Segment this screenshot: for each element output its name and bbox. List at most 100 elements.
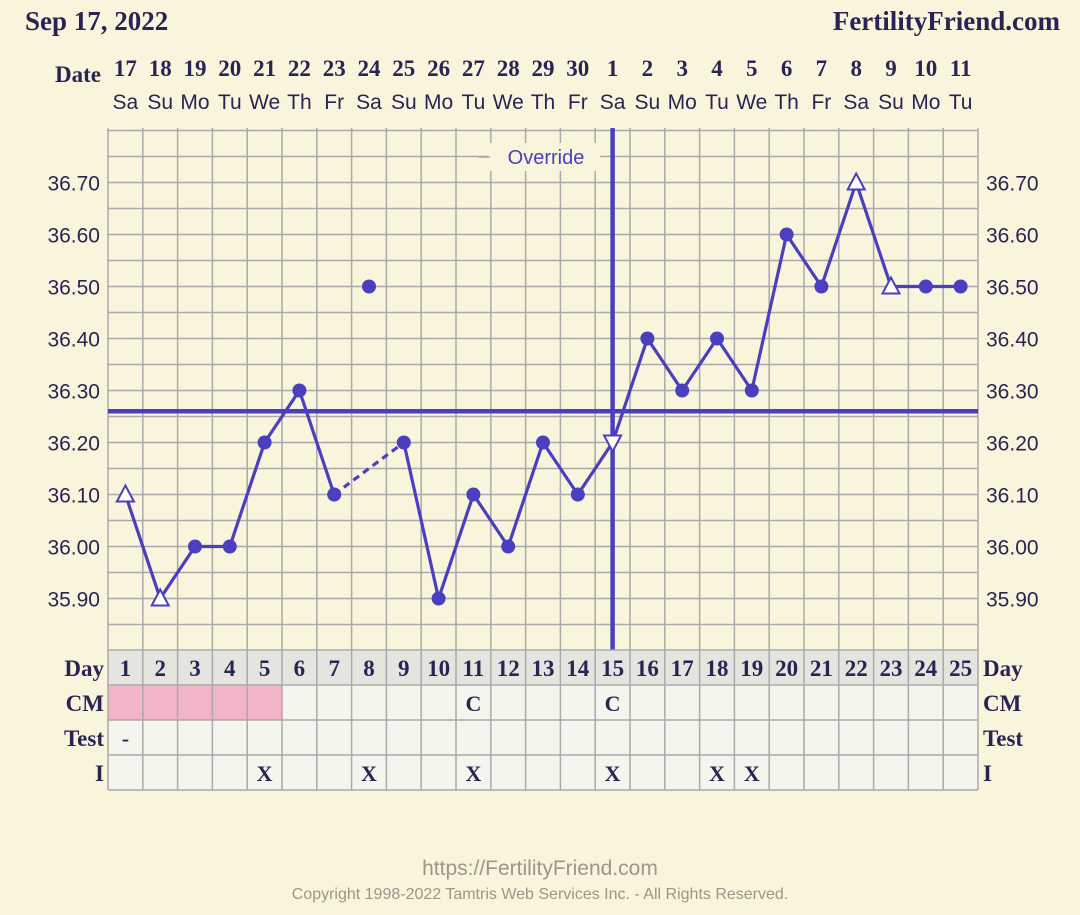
temp-line-segment bbox=[819, 181, 858, 288]
y-tick-label-left: 36.70 bbox=[47, 173, 100, 196]
weekday-label: Fr bbox=[324, 91, 344, 114]
day-number: 19 bbox=[740, 656, 763, 681]
temp-point bbox=[431, 591, 446, 606]
day-number: 9 bbox=[398, 656, 410, 681]
temp-line-segment bbox=[472, 493, 510, 548]
cm-pink-cell bbox=[177, 685, 213, 720]
temp-point bbox=[675, 383, 690, 398]
temp-line-segment bbox=[297, 389, 336, 496]
temp-line-segment bbox=[228, 441, 267, 548]
date-label: 25 bbox=[392, 56, 415, 81]
temp-point bbox=[779, 227, 794, 242]
date-label: 26 bbox=[427, 56, 450, 81]
date-label: 24 bbox=[358, 56, 382, 81]
temp-point bbox=[396, 435, 411, 450]
date-label: 18 bbox=[149, 56, 172, 81]
date-label: 11 bbox=[950, 56, 972, 81]
intercourse-value: X bbox=[744, 761, 760, 786]
y-tick-label-right: 36.70 bbox=[986, 173, 1039, 196]
weekday-label: Tu bbox=[705, 91, 729, 114]
test-value: - bbox=[122, 726, 129, 751]
day-number: 12 bbox=[497, 656, 520, 681]
y-tick-label-right: 35.90 bbox=[986, 589, 1039, 612]
day-number: 15 bbox=[601, 656, 624, 681]
date-label: 28 bbox=[497, 56, 520, 81]
temp-point-triangle bbox=[880, 275, 902, 295]
weekday-label: Sa bbox=[113, 91, 139, 114]
day-number: 6 bbox=[294, 656, 306, 681]
y-tick-label-left: 36.00 bbox=[47, 537, 100, 560]
day-number: 22 bbox=[845, 656, 868, 681]
date-label: 29 bbox=[532, 56, 555, 81]
temp-point bbox=[744, 383, 759, 398]
table-row-bg bbox=[108, 755, 978, 790]
cm-value: C bbox=[605, 691, 621, 716]
weekday-label: Su bbox=[147, 91, 173, 114]
day-number: 3 bbox=[189, 656, 201, 681]
day-number: 17 bbox=[671, 656, 694, 681]
y-tick-label-left: 36.60 bbox=[47, 225, 100, 248]
temp-point bbox=[257, 435, 272, 450]
temp-line-segment bbox=[158, 545, 197, 600]
temp-point bbox=[222, 539, 237, 554]
intercourse-value: X bbox=[709, 761, 725, 786]
day-number: 23 bbox=[880, 656, 903, 681]
weekday-label: Su bbox=[635, 91, 661, 114]
day-number: 10 bbox=[427, 656, 450, 681]
y-tick-label-left: 36.30 bbox=[47, 381, 100, 404]
temp-point bbox=[536, 435, 550, 450]
weekday-label: Th bbox=[774, 91, 799, 114]
day-number: 7 bbox=[328, 656, 340, 681]
y-tick-label-left: 36.40 bbox=[47, 329, 100, 352]
weekday-label: We bbox=[736, 91, 767, 114]
cm-pink-cell bbox=[142, 685, 178, 720]
date-label: 20 bbox=[218, 56, 241, 81]
day-row-bg bbox=[108, 650, 978, 685]
temp-point bbox=[466, 487, 481, 502]
temp-point-triangle-down bbox=[602, 434, 623, 454]
temp-point bbox=[570, 487, 585, 502]
intercourse-value: X bbox=[465, 761, 481, 786]
date-label: 30 bbox=[566, 56, 589, 81]
y-tick-label-left: 36.10 bbox=[47, 485, 100, 508]
cm-value: C bbox=[465, 691, 481, 716]
y-tick-label-right: 36.40 bbox=[986, 329, 1039, 352]
date-label: 17 bbox=[114, 56, 137, 81]
weekday-label: Mo bbox=[911, 91, 940, 114]
day-number: 4 bbox=[224, 656, 236, 681]
weekday-label: Th bbox=[531, 91, 556, 114]
day-number: 16 bbox=[636, 656, 659, 681]
y-tick-label-right: 36.20 bbox=[986, 433, 1039, 456]
weekday-label: Mo bbox=[424, 91, 453, 114]
cm-pink-cell bbox=[247, 685, 282, 720]
date-label: 27 bbox=[462, 56, 485, 81]
weekday-label: Mo bbox=[180, 91, 209, 114]
date-label: 2 bbox=[642, 56, 654, 81]
day-number: 8 bbox=[363, 656, 375, 681]
temp-line-segment bbox=[750, 234, 789, 391]
footer-url[interactable]: https://FertilityFriend.com bbox=[422, 857, 658, 880]
temp-line-segment bbox=[785, 233, 823, 288]
temp-point bbox=[362, 279, 376, 294]
weekday-label: Th bbox=[287, 91, 312, 114]
temp-line-segment bbox=[123, 493, 162, 600]
override-label-bg bbox=[488, 143, 600, 171]
temp-line-segment bbox=[437, 493, 475, 600]
temp-line-segment bbox=[715, 337, 754, 392]
date-label: 5 bbox=[746, 56, 758, 81]
weekday-label: Sa bbox=[843, 91, 869, 114]
day-row-label-right: Day bbox=[983, 656, 1023, 681]
temp-point bbox=[292, 383, 307, 398]
weekday-label: Mo bbox=[668, 91, 697, 114]
temp-line-dashed bbox=[333, 441, 405, 496]
weekday-label: Su bbox=[878, 91, 904, 114]
temp-point bbox=[640, 331, 655, 346]
y-tick-label-right: 36.30 bbox=[986, 381, 1039, 404]
y-tick-label-right: 36.00 bbox=[986, 537, 1039, 560]
temp-point bbox=[953, 279, 968, 294]
plot-area bbox=[108, 128, 978, 650]
test-row-label-left: Test bbox=[64, 726, 104, 751]
day-number: 25 bbox=[949, 656, 972, 681]
day-number: 2 bbox=[154, 656, 166, 681]
footer-copyright: Copyright 1998-2022 Tamtris Web Services… bbox=[291, 886, 789, 903]
